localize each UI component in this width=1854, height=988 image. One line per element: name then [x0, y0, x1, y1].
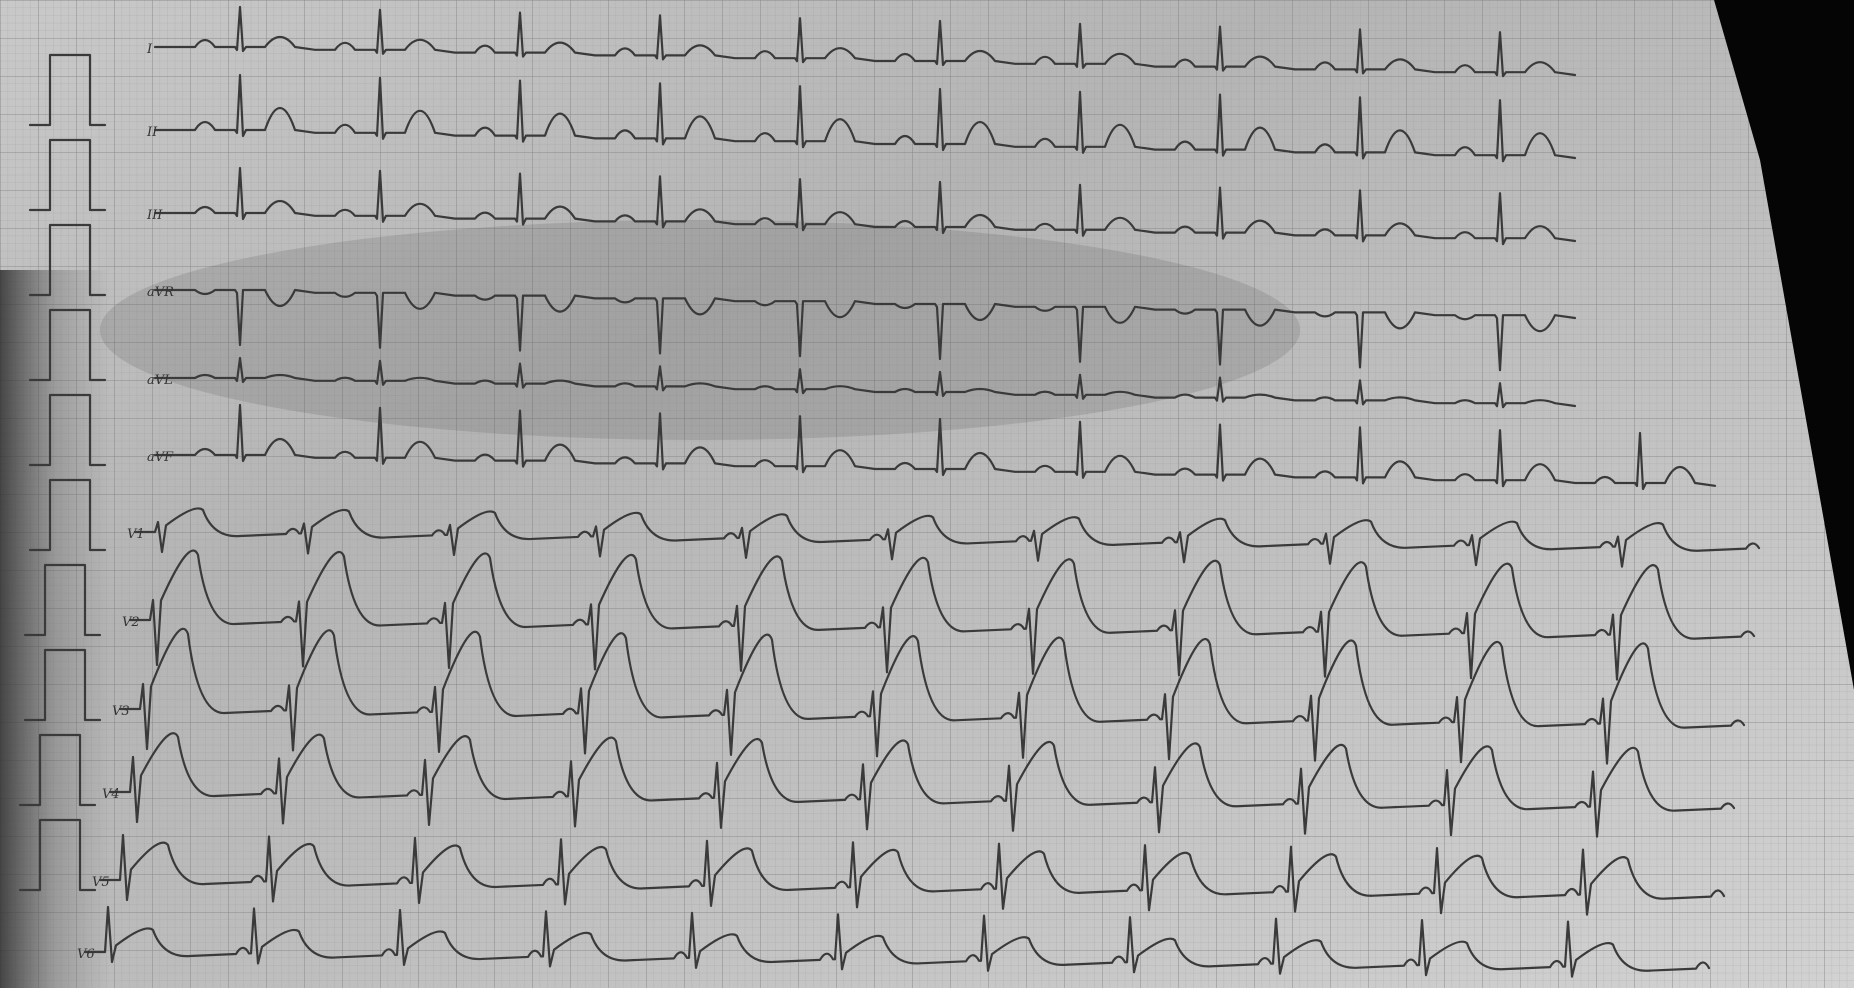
lead-label: II	[146, 125, 158, 140]
lead-label: V3	[112, 704, 130, 719]
calibration-pulse	[28, 393, 107, 467]
calibration-pulse	[23, 648, 102, 722]
lead-label: V4	[102, 787, 120, 802]
ecg-trace	[83, 905, 1711, 978]
lead-label: aVR	[147, 285, 174, 300]
calibration-pulse	[28, 53, 107, 127]
lead-label: III	[146, 208, 163, 223]
ecg-trace	[153, 403, 1717, 491]
calibration-pulse	[18, 733, 97, 807]
lead-label: V1	[127, 527, 145, 542]
ecg-trace	[133, 507, 1761, 568]
calibration-pulse	[28, 308, 107, 382]
lead-label: V2	[122, 615, 140, 630]
lead-label: aVF	[147, 450, 174, 465]
calibration-pulse	[28, 223, 107, 297]
ecg-trace	[153, 5, 1577, 78]
ecg-trace	[153, 356, 1577, 409]
ecg-trace	[128, 549, 1756, 681]
ecg-trace	[153, 166, 1577, 246]
ecg-trace	[153, 288, 1577, 372]
calibration-pulse	[23, 563, 102, 637]
lead-label: aVL	[147, 373, 173, 388]
ecg-trace	[98, 833, 1726, 916]
ecg-trace	[153, 73, 1577, 163]
lead-label: I	[146, 42, 153, 57]
calibration-pulse	[18, 818, 97, 892]
lead-label: V5	[92, 875, 110, 890]
calibration-pulse	[28, 138, 107, 212]
ecg-trace	[108, 732, 1736, 838]
calibration-pulse	[28, 478, 107, 552]
ecg-trace	[118, 627, 1746, 765]
lead-label: V6	[77, 947, 95, 962]
